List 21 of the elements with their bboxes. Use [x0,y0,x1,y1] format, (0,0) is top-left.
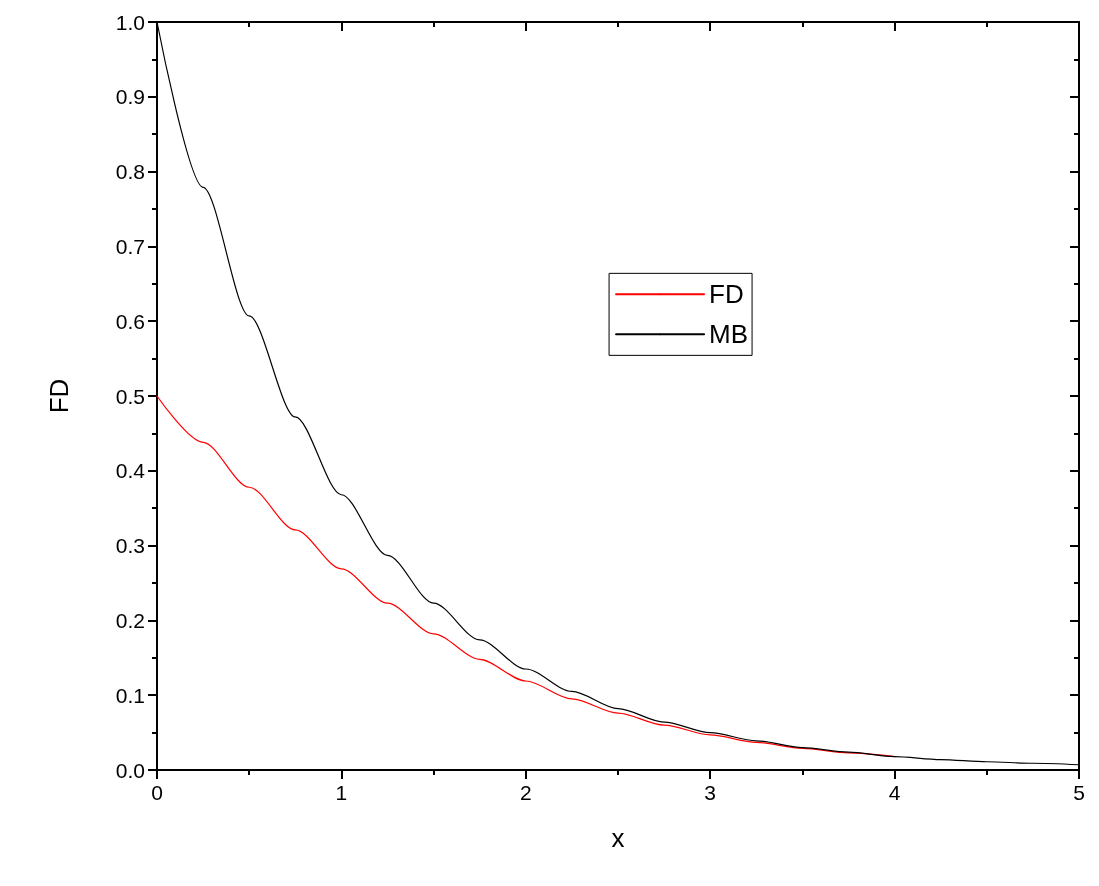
y-tick-label: 0.8 [115,160,145,184]
x-tick-label: 3 [704,781,717,804]
y-tick-label: 0.6 [115,309,145,333]
y-tick-label: 0.4 [115,459,146,483]
x-tick-label: 2 [519,781,532,804]
y-tick-label: 0.9 [115,85,145,109]
y-tick-label: 0.3 [115,534,145,558]
y-tick-label: 0.2 [115,608,145,632]
y-tick-label: 0.5 [115,384,145,408]
x-tick-label: 0 [151,781,163,804]
y-axis-title: FD [44,378,74,414]
x-axis-title: x [611,823,625,853]
y-tick-label: 0.0 [115,758,145,782]
y-tick-label: 0.7 [115,234,145,258]
y-tick-label: 1.0 [115,10,145,34]
x-tick-label: 1 [335,781,348,804]
x-tick-label: 5 [1073,781,1085,804]
x-tick-label: 4 [888,781,901,804]
legend-label: FD [709,279,744,310]
y-tick-label: 0.1 [115,683,145,707]
legend-label: MB [709,319,749,350]
